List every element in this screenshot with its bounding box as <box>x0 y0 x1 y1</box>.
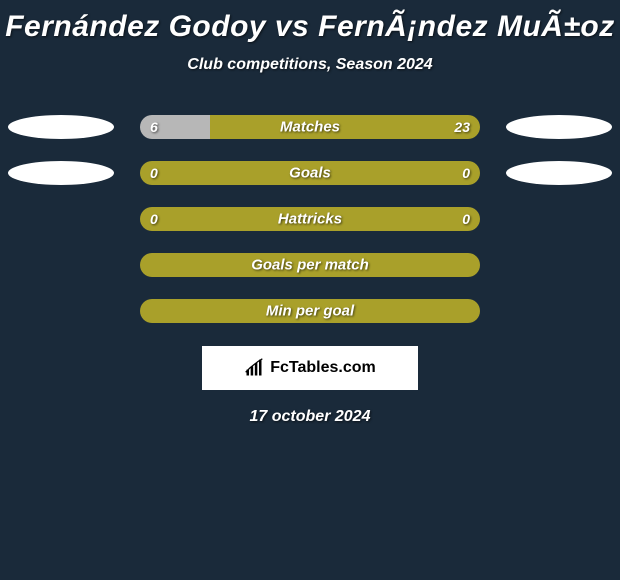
stat-row: Min per goal <box>0 288 620 334</box>
stat-bar: Goals per match <box>140 253 480 277</box>
stats-region: Matches623 Goals00 Hattricks00 Goals per ma… <box>0 104 620 334</box>
stat-bar: Matches623 <box>140 115 480 139</box>
player-marker-left <box>8 161 114 185</box>
page-title: Fernández Godoy vs FernÃ¡ndez MuÃ±oz <box>0 10 620 44</box>
player-marker-right <box>506 161 612 185</box>
bar-fill-right <box>210 115 480 139</box>
stat-row: Matches623 <box>0 104 620 150</box>
player-marker-left <box>8 115 114 139</box>
bar-fill-left <box>140 115 210 139</box>
chart-icon <box>244 358 264 378</box>
stat-row: Hattricks00 <box>0 196 620 242</box>
source-badge[interactable]: FcTables.com <box>202 346 418 390</box>
subtitle: Club competitions, Season 2024 <box>0 56 620 74</box>
comparison-infographic: Fernández Godoy vs FernÃ¡ndez MuÃ±oz Clu… <box>0 0 620 426</box>
stat-bar: Goals00 <box>140 161 480 185</box>
bar-fill-right <box>140 253 480 277</box>
stat-row: Goals per match <box>0 242 620 288</box>
badge-text: FcTables.com <box>270 359 376 377</box>
bar-fill-right <box>140 161 480 185</box>
stat-bar: Hattricks00 <box>140 207 480 231</box>
stat-row: Goals00 <box>0 150 620 196</box>
date-text: 17 october 2024 <box>0 408 620 426</box>
bar-fill-right <box>140 207 480 231</box>
stat-bar: Min per goal <box>140 299 480 323</box>
player-marker-right <box>506 115 612 139</box>
bar-fill-right <box>140 299 480 323</box>
